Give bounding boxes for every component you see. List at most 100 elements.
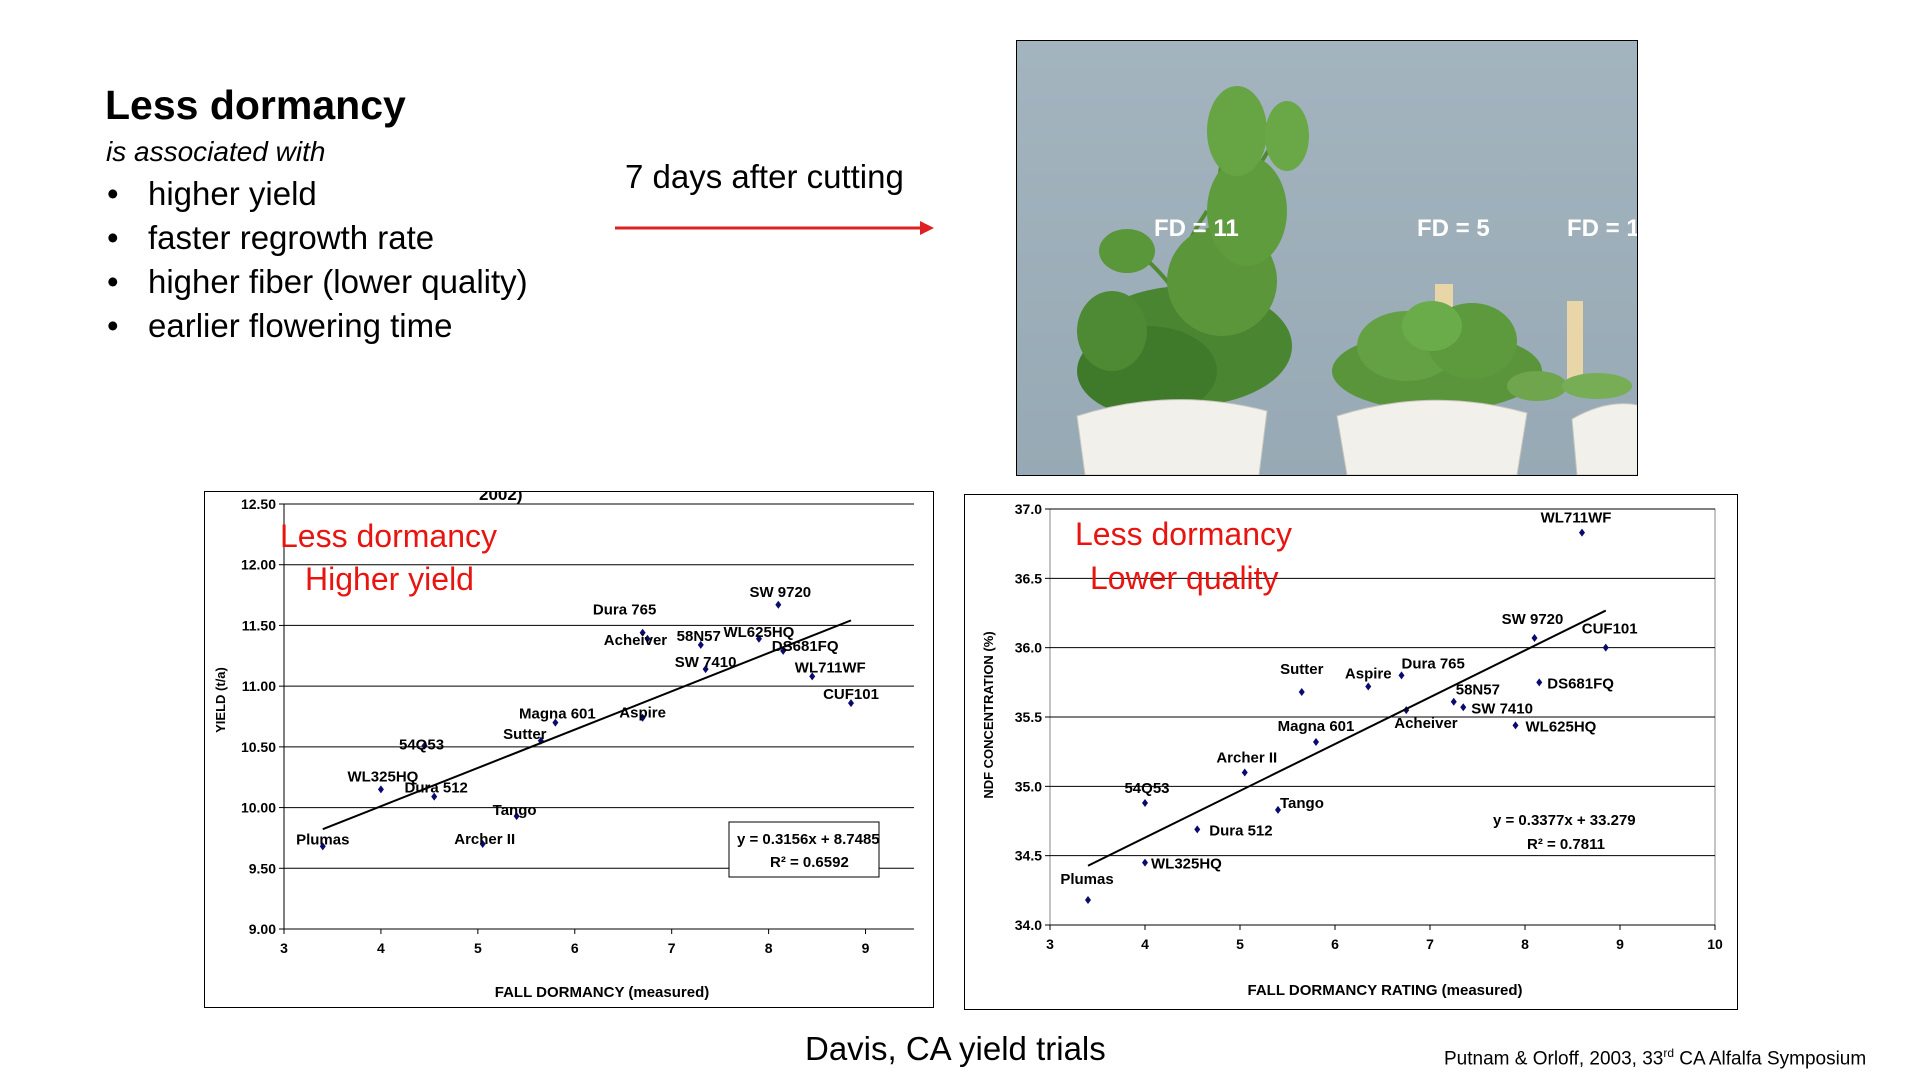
slide-subtitle: is associated with [106, 136, 326, 167]
point-label: WL325HQ [347, 768, 418, 785]
point-label: 58N57 [1456, 682, 1500, 699]
point-label: WL625HQ [1526, 718, 1597, 735]
point-label: Dura 765 [1402, 655, 1465, 672]
plant-short [1507, 301, 1632, 401]
data-point [1398, 671, 1405, 680]
data-point [1241, 768, 1248, 777]
bullet-list: • higher yield • faster regrowth rate • hig… [105, 172, 528, 348]
citation-text-end: CA Alfalfa Symposium [1674, 1048, 1867, 1070]
caption: Davis, CA yield trials [805, 1030, 1106, 1067]
y-tick-label: 34.5 [1015, 848, 1042, 864]
y-axis-label: NDF CONCENTRATION (%) [981, 631, 996, 798]
point-label: Dura 765 [593, 602, 656, 619]
point-label: Tango [493, 802, 537, 819]
bullet-item: • higher fiber (lower quality) [105, 260, 528, 304]
point-label: Acheiver [1394, 715, 1458, 732]
data-point [644, 634, 651, 643]
data-point [639, 713, 646, 722]
data-point [552, 718, 559, 727]
x-tick-label: 4 [377, 940, 385, 956]
point-label: DS681FQ [772, 638, 839, 655]
x-tick-label: 7 [1426, 936, 1434, 952]
data-point [421, 741, 428, 750]
bullet-text: higher fiber (lower quality) [148, 263, 528, 300]
data-point [431, 792, 438, 801]
bullet-dot: • [107, 263, 119, 300]
point-label: 54Q53 [399, 737, 444, 754]
point-label: DS681FQ [1547, 675, 1614, 692]
citation-text: Putnam & Orloff, 2003, 33 [1444, 1048, 1664, 1070]
equation-box [728, 821, 880, 878]
data-point [377, 785, 384, 794]
plant-medium [1332, 284, 1542, 411]
y-tick-label: 11.50 [242, 617, 276, 633]
y-tick-label: 12.00 [241, 557, 276, 573]
data-point [755, 634, 762, 643]
data-point [1403, 706, 1410, 715]
bullet-text: earlier flowering time [148, 307, 453, 344]
data-point [1460, 703, 1467, 712]
equation-text: y = 0.3377x + 33.279 [1493, 812, 1636, 829]
r2-text: R² = 0.7811 [1527, 836, 1605, 853]
point-label: WL711WF [1541, 510, 1612, 527]
chart-ticks: 34.0 34.5 35.0 35.5 36.0 36.5 37.0 3 4 5 6 7 8 9 10 [1015, 501, 1723, 952]
chart-gridlines [283, 503, 914, 930]
point-label: Magna 601 [1278, 718, 1355, 735]
point-label: SW 7410 [1471, 700, 1533, 717]
point-label: SW 9720 [749, 584, 811, 601]
data-point [1142, 858, 1148, 867]
bullet-text: faster regrowth rate [148, 219, 435, 256]
data-point [809, 672, 816, 681]
data-point [1313, 737, 1319, 746]
r2-text: R² = 0.6592 [770, 854, 849, 871]
overlay-title-line2: Higher yield [305, 561, 474, 597]
data-point [1450, 697, 1457, 706]
x-tick-label: 10 [1707, 936, 1723, 952]
data-point [1531, 633, 1538, 642]
data-point [848, 699, 854, 708]
chart-points [1085, 528, 1609, 905]
y-tick-label: 11.00 [242, 678, 276, 694]
overlay-title-line1: Less dormancy [280, 518, 497, 554]
point-label: Dura 512 [1209, 822, 1272, 839]
point-label: Sutter [503, 726, 547, 743]
y-tick-label: 34.0 [1015, 917, 1042, 933]
y-tick-label: 35.0 [1015, 778, 1042, 794]
point-label: WL711WF [795, 659, 866, 676]
data-point [697, 640, 704, 649]
point-label: CUF101 [823, 686, 879, 703]
photo-label: FD = 5 [1417, 215, 1490, 242]
overlay-title-line1: Less dormancy [1075, 516, 1292, 552]
x-tick-label: 7 [668, 940, 676, 956]
x-tick-label: 9 [862, 940, 870, 956]
y-tick-label: 36.5 [1015, 570, 1042, 586]
point-label: Acheiver [604, 632, 668, 649]
x-tick-label: 6 [571, 940, 579, 956]
chart-ticks: 9.00 9.50 10.00 10.50 11.00 11.50 12.00 12.50 3 4… [241, 496, 870, 956]
chart-point-labels: Plumas WL325HQ 54Q53 Dura 512 Archer II Tango… [1060, 510, 1637, 888]
point-label: Sutter [1280, 661, 1324, 678]
equation-text: y = 0.3156x + 8.7485 [737, 831, 880, 848]
ndf-chart: 34.0 34.5 35.0 35.5 36.0 36.5 37.0 3 4 5 6 7 8 9 10 Pl… [964, 494, 1738, 1010]
data-point [702, 665, 709, 674]
photo-label: FD = 11 [1154, 215, 1239, 242]
x-axis-label: FALL DORMANCY (measured) [495, 984, 709, 1001]
point-label: Magna 601 [519, 706, 596, 723]
data-point [1365, 682, 1372, 691]
point-label: Tango [1280, 795, 1324, 812]
point-label: Aspire [619, 705, 666, 722]
point-label: Archer II [1216, 749, 1277, 766]
y-tick-label: 37.0 [1015, 501, 1042, 517]
point-label: WL325HQ [1151, 856, 1222, 873]
data-point [1298, 688, 1305, 697]
bullet-dot: • [107, 307, 119, 344]
y-tick-label: 12.50 [241, 496, 276, 512]
alfalfa-photo: FD = 11 FD = 5 FD = 1 [1016, 40, 1638, 476]
citation: Putnam & Orloff, 2003, 33rd CA Alfalfa S… [1444, 1046, 1866, 1070]
x-tick-label: 3 [280, 940, 288, 956]
data-point [780, 646, 787, 655]
citation-superscript: rd [1663, 1046, 1675, 1060]
y-tick-label: 9.00 [249, 921, 276, 937]
plant-tall [1077, 86, 1309, 422]
x-tick-label: 6 [1331, 936, 1339, 952]
